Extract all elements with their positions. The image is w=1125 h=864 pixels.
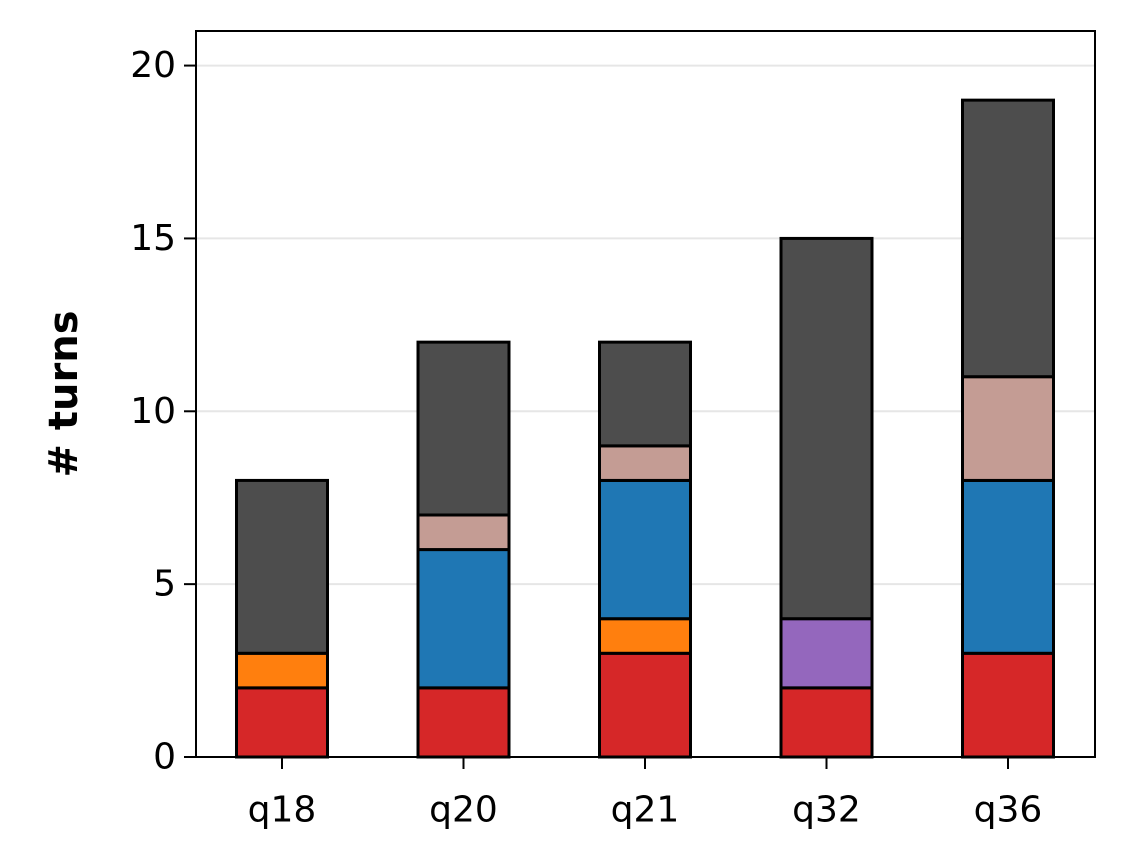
bar-segment	[961, 478, 1055, 655]
y-tick-label: 10	[130, 391, 176, 432]
x-tick-label: q21	[611, 790, 680, 831]
x-tick-label: q36	[974, 790, 1043, 831]
bar-segment	[598, 340, 692, 448]
bar-segment	[598, 651, 692, 759]
y-tick-label: 15	[130, 218, 176, 259]
bar-segment	[235, 686, 329, 759]
x-tick-label: q32	[792, 790, 861, 831]
bar-segment	[961, 651, 1055, 759]
x-axis: q18 q20 q21 q32 q36	[248, 757, 1043, 831]
bar-segment	[235, 478, 329, 655]
bar-segment	[416, 513, 511, 552]
y-tick-label: 5	[153, 564, 176, 605]
bar-segment	[598, 444, 692, 482]
bar-segment	[416, 548, 511, 690]
y-tick-label: 20	[130, 45, 176, 86]
bar-segment	[779, 617, 874, 690]
bar-segment	[598, 478, 692, 621]
bar-segment	[961, 98, 1055, 379]
y-tick-label: 0	[153, 737, 176, 778]
x-tick-label: q20	[429, 790, 498, 831]
y-axis: 0 5 10 15 20	[130, 45, 196, 778]
bars	[235, 98, 1055, 759]
bar-segment	[779, 236, 874, 621]
bar-segment	[598, 617, 692, 655]
bar-segment	[416, 686, 511, 759]
bar-segment	[416, 340, 511, 517]
y-axis-label: # turns	[41, 310, 87, 477]
bar-segment	[961, 375, 1055, 482]
bar-segment	[235, 651, 329, 690]
bar-segment	[779, 686, 874, 759]
x-tick-label: q18	[248, 790, 317, 831]
